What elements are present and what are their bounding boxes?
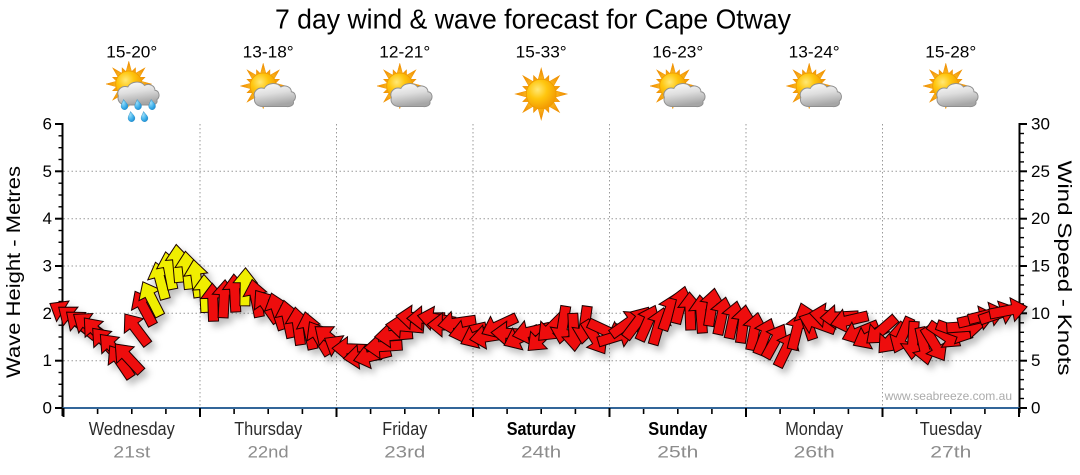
svg-text:Friday: Friday [382, 419, 427, 439]
svg-text:www.seabreeze.com.au: www.seabreeze.com.au [884, 389, 1012, 403]
svg-text:15: 15 [1031, 257, 1050, 276]
svg-text:25: 25 [1031, 162, 1050, 181]
svg-text:5: 5 [1031, 351, 1040, 370]
svg-text:15-33°: 15-33° [516, 44, 567, 62]
svg-text:5: 5 [43, 162, 52, 181]
svg-text:3: 3 [43, 257, 52, 276]
svg-text:15-20°: 15-20° [106, 44, 157, 62]
svg-text:24th: 24th [521, 444, 561, 462]
svg-text:25th: 25th [657, 444, 698, 462]
svg-text:26th: 26th [794, 444, 835, 462]
svg-text:0: 0 [43, 399, 52, 418]
svg-text:30: 30 [1031, 115, 1050, 134]
svg-text:Monday: Monday [785, 419, 843, 439]
svg-text:Sunday: Sunday [648, 419, 707, 439]
svg-text:22nd: 22nd [248, 444, 289, 462]
svg-text:1: 1 [43, 351, 52, 370]
svg-text:23rd: 23rd [384, 444, 425, 462]
svg-text:2: 2 [43, 304, 52, 323]
svg-text:Saturday: Saturday [507, 419, 576, 439]
svg-text:20: 20 [1031, 209, 1050, 228]
svg-text:21st: 21st [113, 444, 150, 462]
svg-text:Tuesday: Tuesday [920, 419, 982, 439]
svg-text:Thursday: Thursday [234, 419, 302, 439]
svg-text:15-28°: 15-28° [925, 44, 976, 62]
svg-text:13-18°: 13-18° [243, 44, 294, 62]
svg-text:Wind Speed - Knots: Wind Speed - Knots [1053, 161, 1074, 376]
svg-text:0: 0 [1031, 399, 1040, 418]
svg-text:Wednesday: Wednesday [89, 419, 175, 439]
svg-text:16-23°: 16-23° [652, 44, 703, 62]
svg-text:7 day wind & wave forecast for: 7 day wind & wave forecast for Cape Otwa… [275, 4, 791, 35]
svg-text:12-21°: 12-21° [379, 44, 430, 62]
svg-text:13-24°: 13-24° [789, 44, 840, 62]
svg-text:4: 4 [43, 209, 52, 228]
svg-text:Wave Height - Metres: Wave Height - Metres [4, 166, 25, 378]
svg-text:6: 6 [43, 115, 52, 134]
svg-text:10: 10 [1031, 304, 1050, 323]
svg-text:27th: 27th [930, 444, 971, 462]
